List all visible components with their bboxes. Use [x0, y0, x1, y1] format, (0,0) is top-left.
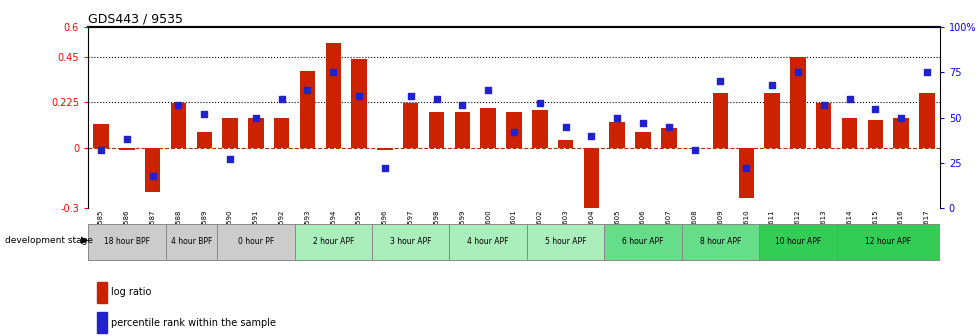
- Point: [480, 88, 496, 93]
- Bar: [603, 224, 681, 260]
- Text: 4 hour APF: 4 hour APF: [467, 238, 509, 246]
- Bar: [506, 112, 521, 148]
- Bar: [119, 148, 134, 150]
- Bar: [815, 103, 830, 148]
- Bar: [789, 57, 805, 148]
- Bar: [758, 224, 836, 260]
- Point: [764, 82, 779, 88]
- Bar: [93, 124, 109, 148]
- Bar: [526, 224, 603, 260]
- Point: [351, 93, 367, 98]
- Point: [712, 79, 728, 84]
- Point: [377, 166, 392, 171]
- Bar: [197, 132, 212, 148]
- Bar: [217, 224, 294, 260]
- Bar: [841, 118, 857, 148]
- Bar: [764, 93, 779, 148]
- Bar: [449, 224, 526, 260]
- Point: [531, 100, 547, 106]
- Point: [608, 115, 624, 120]
- Bar: [165, 224, 217, 260]
- Point: [428, 97, 444, 102]
- Bar: [836, 224, 939, 260]
- Point: [918, 70, 934, 75]
- Point: [274, 97, 289, 102]
- Bar: [377, 148, 392, 150]
- Point: [403, 93, 419, 98]
- Point: [145, 173, 160, 178]
- Text: percentile rank within the sample: percentile rank within the sample: [111, 318, 276, 328]
- Bar: [609, 122, 624, 148]
- Bar: [557, 140, 573, 148]
- Point: [247, 115, 263, 120]
- Point: [197, 111, 212, 117]
- Point: [325, 70, 340, 75]
- Bar: [635, 132, 650, 148]
- Text: 2 hour APF: 2 hour APF: [312, 238, 354, 246]
- Text: 18 hour BPF: 18 hour BPF: [104, 238, 150, 246]
- Bar: [274, 118, 289, 148]
- Text: 4 hour BPF: 4 hour BPF: [170, 238, 212, 246]
- Point: [660, 124, 676, 129]
- Point: [119, 137, 135, 142]
- Bar: [480, 108, 496, 148]
- Bar: [428, 112, 444, 148]
- Point: [815, 102, 830, 108]
- Text: 12 hour APF: 12 hour APF: [865, 238, 911, 246]
- Point: [299, 88, 315, 93]
- Bar: [299, 71, 315, 148]
- Point: [506, 129, 521, 135]
- Text: ▶: ▶: [81, 235, 89, 245]
- Point: [892, 115, 908, 120]
- Bar: [222, 118, 238, 148]
- Bar: [531, 110, 547, 148]
- Bar: [247, 118, 263, 148]
- Bar: [893, 118, 908, 148]
- Text: 5 hour APF: 5 hour APF: [545, 238, 586, 246]
- Point: [583, 133, 599, 138]
- Text: 6 hour APF: 6 hour APF: [622, 238, 663, 246]
- Bar: [583, 148, 599, 220]
- Point: [789, 70, 805, 75]
- Text: 10 hour APF: 10 hour APF: [774, 238, 821, 246]
- Bar: [294, 224, 372, 260]
- Bar: [681, 224, 758, 260]
- Bar: [712, 93, 728, 148]
- Point: [170, 102, 186, 108]
- Point: [93, 148, 109, 153]
- Bar: [97, 312, 107, 333]
- Point: [222, 157, 238, 162]
- Bar: [403, 103, 418, 148]
- Text: GDS443 / 9535: GDS443 / 9535: [88, 13, 183, 26]
- Text: development stage: development stage: [5, 236, 93, 245]
- Point: [454, 102, 469, 108]
- Point: [557, 124, 573, 129]
- Bar: [326, 43, 340, 148]
- Bar: [88, 224, 165, 260]
- Bar: [145, 148, 160, 192]
- Bar: [737, 148, 753, 198]
- Text: log ratio: log ratio: [111, 288, 152, 297]
- Bar: [170, 103, 186, 148]
- Bar: [351, 59, 367, 148]
- Bar: [454, 112, 469, 148]
- Text: 8 hour APF: 8 hour APF: [699, 238, 740, 246]
- Point: [841, 97, 857, 102]
- Bar: [372, 224, 449, 260]
- Bar: [867, 120, 882, 148]
- Point: [867, 106, 882, 111]
- Bar: [660, 128, 676, 148]
- Point: [635, 120, 650, 126]
- Point: [687, 148, 702, 153]
- Point: [737, 166, 753, 171]
- Bar: [97, 282, 107, 303]
- Bar: [918, 93, 934, 148]
- Text: 0 hour PF: 0 hour PF: [238, 238, 274, 246]
- Text: 3 hour APF: 3 hour APF: [389, 238, 431, 246]
